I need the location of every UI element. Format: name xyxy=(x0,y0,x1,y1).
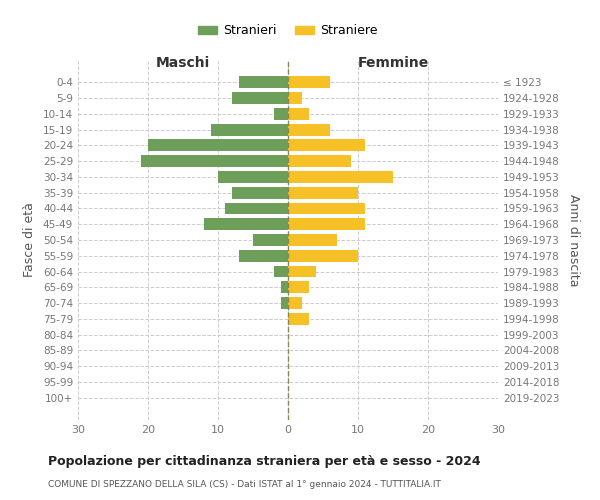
Text: Femmine: Femmine xyxy=(358,56,428,70)
Bar xyxy=(288,250,358,262)
Bar xyxy=(288,266,316,278)
Bar xyxy=(274,108,288,120)
Bar xyxy=(211,124,288,136)
Bar xyxy=(225,202,288,214)
Bar xyxy=(288,140,365,151)
Bar xyxy=(288,202,365,214)
Bar xyxy=(288,282,309,293)
Bar xyxy=(288,76,330,88)
Bar xyxy=(218,171,288,183)
Bar xyxy=(232,92,288,104)
Bar xyxy=(288,108,309,120)
Bar xyxy=(288,297,302,309)
Bar xyxy=(288,313,309,325)
Bar xyxy=(288,218,365,230)
Text: Maschi: Maschi xyxy=(156,56,210,70)
Y-axis label: Fasce di età: Fasce di età xyxy=(23,202,36,278)
Bar xyxy=(239,76,288,88)
Bar xyxy=(232,187,288,198)
Bar xyxy=(239,250,288,262)
Text: Popolazione per cittadinanza straniera per età e sesso - 2024: Popolazione per cittadinanza straniera p… xyxy=(48,455,481,468)
Bar xyxy=(204,218,288,230)
Bar xyxy=(253,234,288,246)
Bar xyxy=(281,297,288,309)
Legend: Stranieri, Straniere: Stranieri, Straniere xyxy=(193,20,383,42)
Bar xyxy=(281,282,288,293)
Bar xyxy=(288,187,358,198)
Bar xyxy=(288,155,351,167)
Bar xyxy=(288,234,337,246)
Y-axis label: Anni di nascita: Anni di nascita xyxy=(566,194,580,286)
Bar xyxy=(288,124,330,136)
Bar xyxy=(288,92,302,104)
Bar xyxy=(274,266,288,278)
Bar xyxy=(148,140,288,151)
Bar xyxy=(141,155,288,167)
Text: COMUNE DI SPEZZANO DELLA SILA (CS) - Dati ISTAT al 1° gennaio 2024 - TUTTITALIA.: COMUNE DI SPEZZANO DELLA SILA (CS) - Dat… xyxy=(48,480,441,489)
Bar xyxy=(288,171,393,183)
